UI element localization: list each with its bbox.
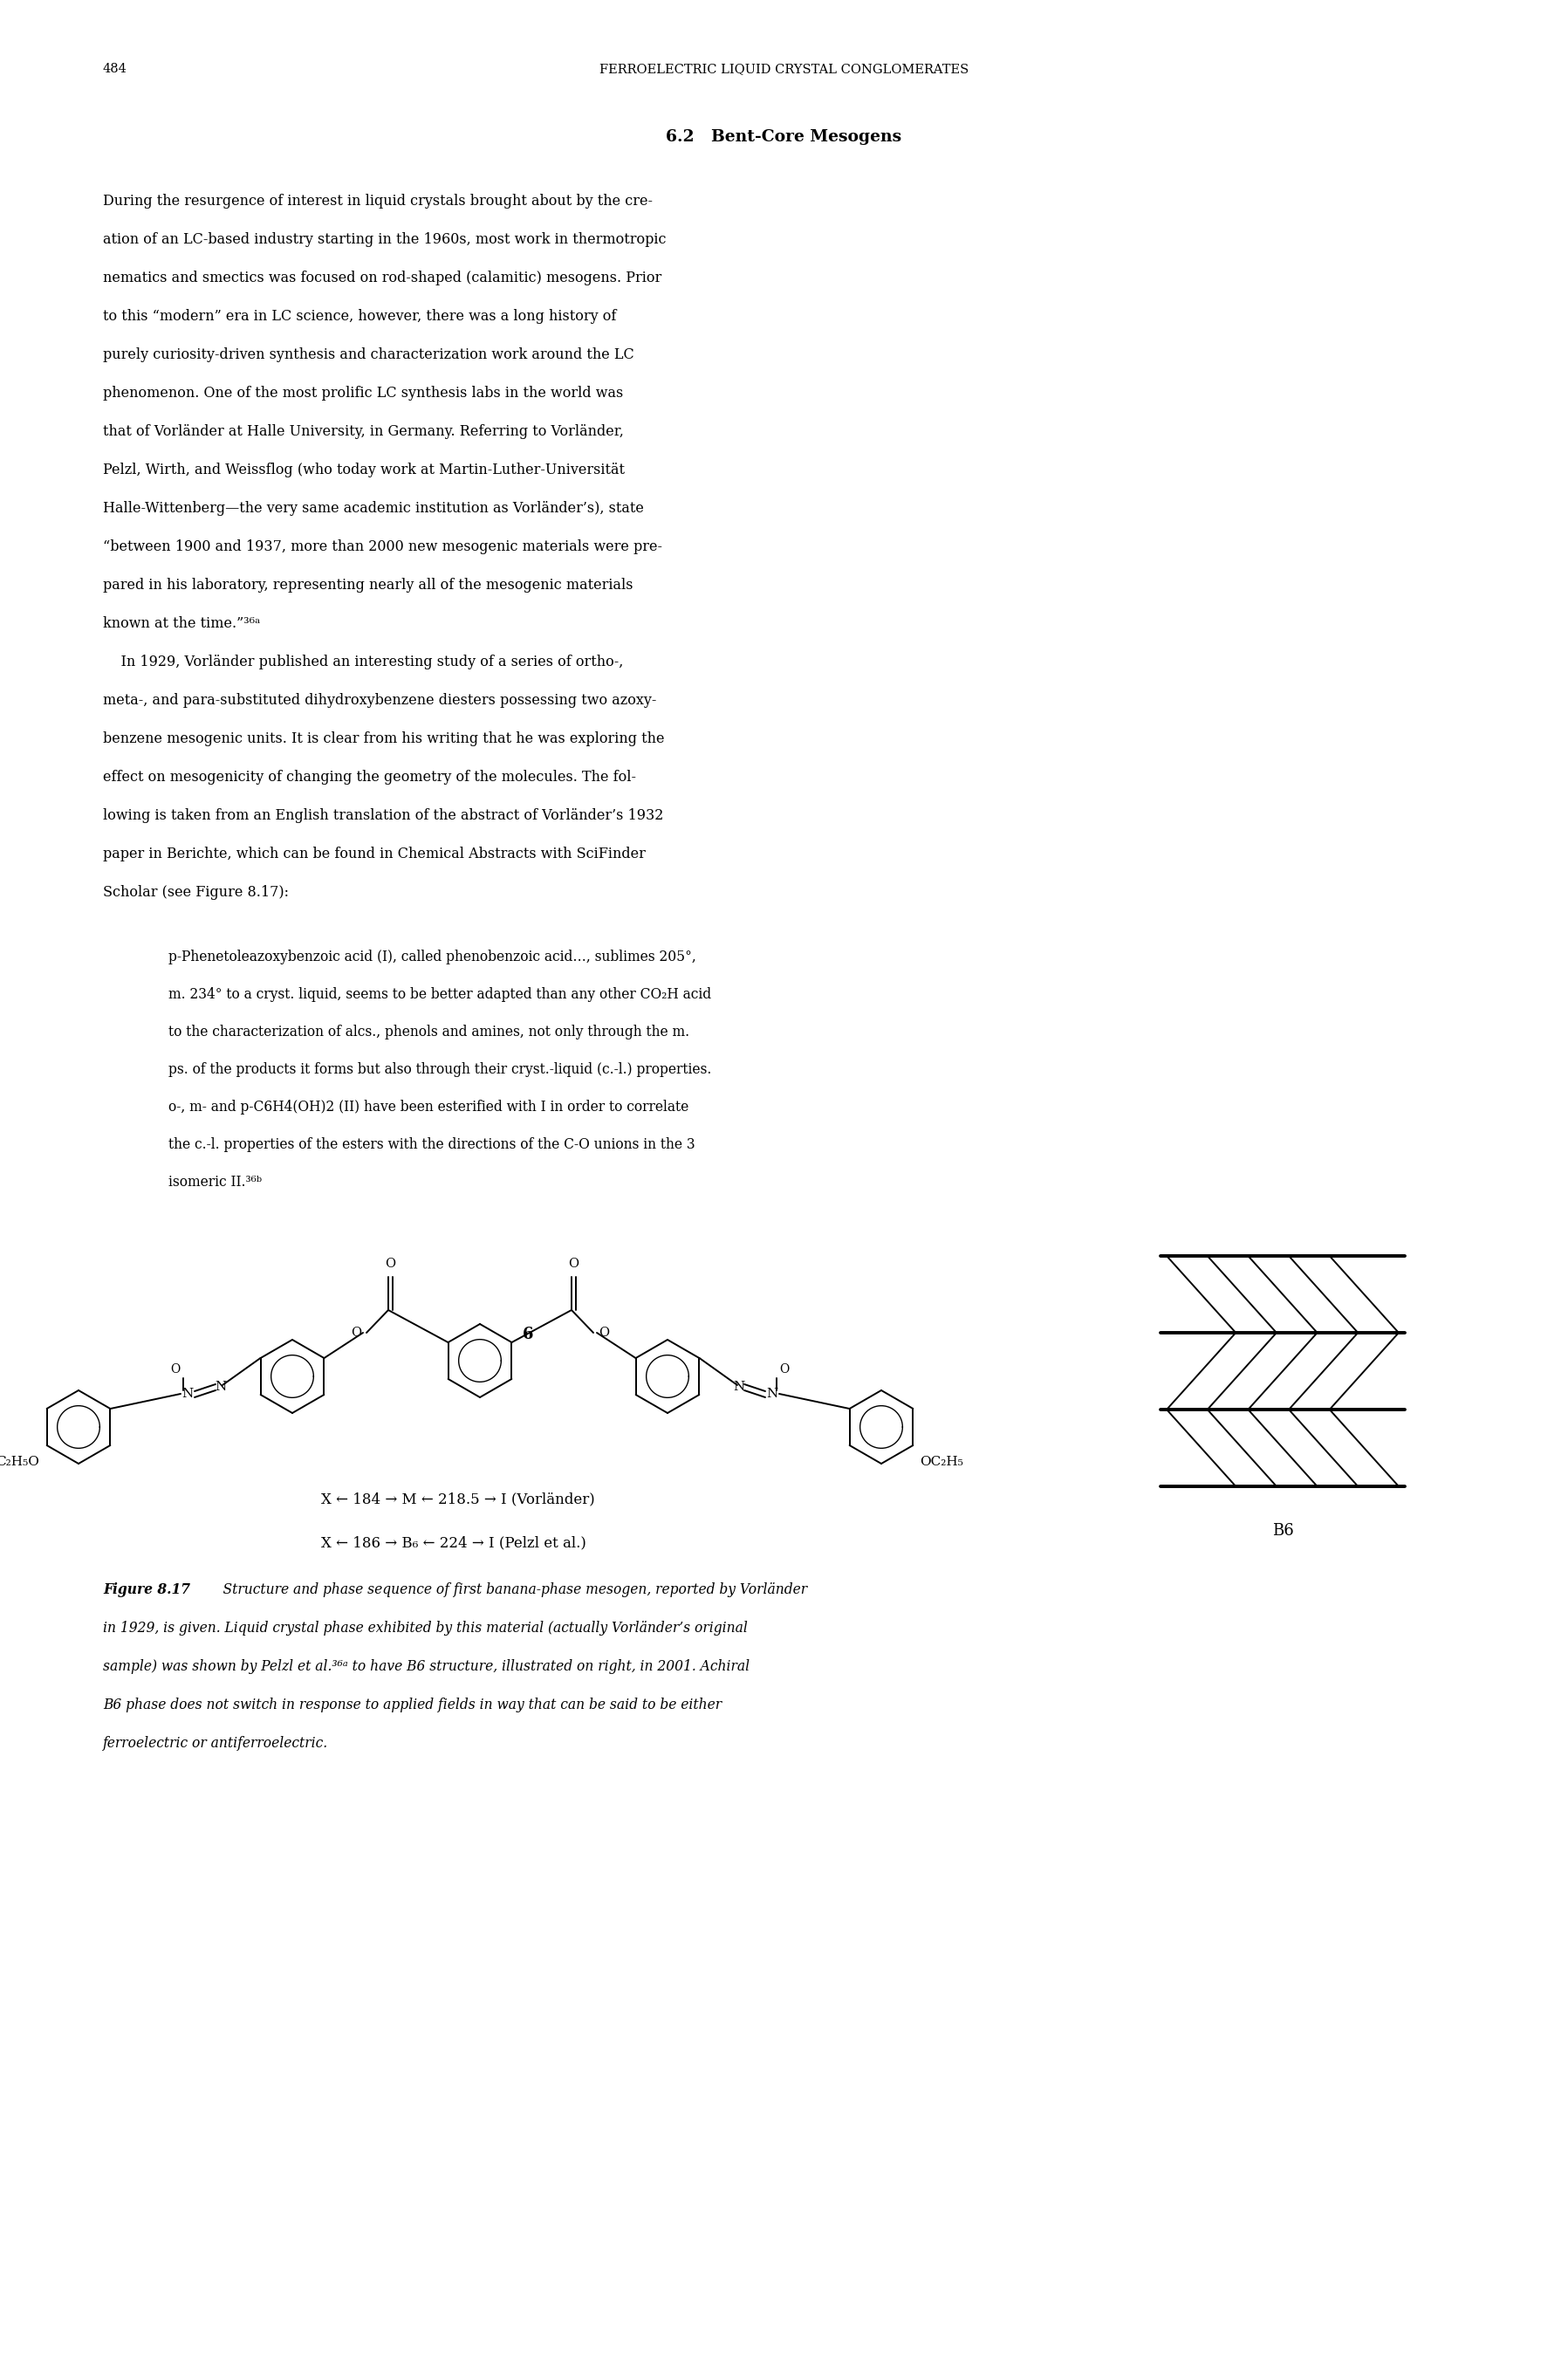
Text: X ← 184 → M ← 218.5 → I (Vorländer): X ← 184 → M ← 218.5 → I (Vorländer) <box>321 1492 594 1506</box>
Text: o-, m- and p-C6H4(OH)2 (II) have been esterified with I in order to correlate: o-, m- and p-C6H4(OH)2 (II) have been es… <box>168 1100 688 1114</box>
Text: phenomenon. One of the most prolific LC synthesis labs in the world was: phenomenon. One of the most prolific LC … <box>103 385 622 401</box>
Text: ation of an LC-based industry starting in the 1960s, most work in thermotropic: ation of an LC-based industry starting i… <box>103 231 666 248</box>
Text: Halle-Wittenberg—the very same academic institution as Vorländer’s), state: Halle-Wittenberg—the very same academic … <box>103 500 644 517</box>
Text: ferroelectric or antiferroelectric.: ferroelectric or antiferroelectric. <box>103 1737 328 1751</box>
Text: During the resurgence of interest in liquid crystals brought about by the cre-: During the resurgence of interest in liq… <box>103 194 652 208</box>
Text: “between 1900 and 1937, more than 2000 new mesogenic materials were pre-: “between 1900 and 1937, more than 2000 n… <box>103 540 662 555</box>
Text: B6: B6 <box>1272 1522 1294 1539</box>
Text: Pelzl, Wirth, and Weissflog (who today work at Martin-Luther-Universität: Pelzl, Wirth, and Weissflog (who today w… <box>103 463 624 477</box>
Text: 6.2   Bent-Core Mesogens: 6.2 Bent-Core Mesogens <box>666 130 902 144</box>
Text: N: N <box>215 1381 226 1392</box>
Text: Scholar (see Figure 8.17):: Scholar (see Figure 8.17): <box>103 885 289 899</box>
Text: effect on mesogenicity of changing the geometry of the molecules. The fol-: effect on mesogenicity of changing the g… <box>103 769 637 784</box>
Text: paper in Berichte, which can be found in Chemical Abstracts with SciFinder: paper in Berichte, which can be found in… <box>103 847 646 861</box>
Text: N: N <box>767 1388 778 1399</box>
Text: O: O <box>568 1258 579 1270</box>
Text: Figure 8.17: Figure 8.17 <box>103 1581 190 1598</box>
Text: sample) was shown by Pelzl et al.³⁶ᵃ to have B6 structure, illustrated on right,: sample) was shown by Pelzl et al.³⁶ᵃ to … <box>103 1659 750 1673</box>
Text: O: O <box>171 1364 180 1376</box>
Text: O: O <box>384 1258 395 1270</box>
Text: 484: 484 <box>103 64 127 76</box>
Text: FERROELECTRIC LIQUID CRYSTAL CONGLOMERATES: FERROELECTRIC LIQUID CRYSTAL CONGLOMERAT… <box>599 64 969 76</box>
Text: N: N <box>734 1381 745 1392</box>
Text: in 1929, is given. Liquid crystal phase exhibited by this material (actually Vor: in 1929, is given. Liquid crystal phase … <box>103 1621 748 1635</box>
Text: to the characterization of alcs., phenols and amines, not only through the m.: to the characterization of alcs., phenol… <box>168 1024 690 1038</box>
Text: pared in his laboratory, representing nearly all of the mesogenic materials: pared in his laboratory, representing ne… <box>103 578 633 592</box>
Text: C₂H₅O: C₂H₅O <box>0 1456 39 1468</box>
Text: purely curiosity-driven synthesis and characterization work around the LC: purely curiosity-driven synthesis and ch… <box>103 347 633 361</box>
Text: isomeric II.³⁶ᵇ: isomeric II.³⁶ᵇ <box>168 1175 262 1189</box>
Text: that of Vorländer at Halle University, in Germany. Referring to Vorländer,: that of Vorländer at Halle University, i… <box>103 425 624 439</box>
Text: X ← 186 → B₆ ← 224 → I (Pelzl et al.): X ← 186 → B₆ ← 224 → I (Pelzl et al.) <box>321 1536 586 1551</box>
Text: B6 phase does not switch in response to applied fields in way that can be said t: B6 phase does not switch in response to … <box>103 1697 721 1713</box>
Text: 6: 6 <box>522 1326 533 1343</box>
Text: the c.-l. properties of the esters with the directions of the C-O unions in the : the c.-l. properties of the esters with … <box>168 1138 695 1152</box>
Text: p-Phenetoleazoxybenzoic acid (I), called phenobenzoic acid…, sublimes 205°,: p-Phenetoleazoxybenzoic acid (I), called… <box>168 949 696 965</box>
Text: O: O <box>599 1326 608 1338</box>
Text: known at the time.”³⁶ᵃ: known at the time.”³⁶ᵃ <box>103 616 260 630</box>
Text: nematics and smectics was focused on rod-shaped (calamitic) mesogens. Prior: nematics and smectics was focused on rod… <box>103 271 662 286</box>
Text: to this “modern” era in LC science, however, there was a long history of: to this “modern” era in LC science, howe… <box>103 309 616 323</box>
Text: lowing is taken from an English translation of the abstract of Vorländer’s 1932: lowing is taken from an English translat… <box>103 807 663 824</box>
Text: OC₂H₅: OC₂H₅ <box>920 1456 964 1468</box>
Text: O: O <box>351 1326 361 1338</box>
Text: N: N <box>182 1388 193 1399</box>
Text: Structure and phase sequence of first banana-phase mesogen, reported by Vorlände: Structure and phase sequence of first ba… <box>205 1581 808 1598</box>
Text: ps. of the products it forms but also through their cryst.-liquid (c.-l.) proper: ps. of the products it forms but also th… <box>168 1062 712 1076</box>
Text: meta-, and para-substituted dihydroxybenzene diesters possessing two azoxy-: meta-, and para-substituted dihydroxyben… <box>103 694 657 708</box>
Text: benzene mesogenic units. It is clear from his writing that he was exploring the: benzene mesogenic units. It is clear fro… <box>103 732 665 746</box>
Text: m. 234° to a cryst. liquid, seems to be better adapted than any other CO₂H acid: m. 234° to a cryst. liquid, seems to be … <box>168 986 712 1003</box>
Text: O: O <box>779 1364 789 1376</box>
Text: In 1929, Vorländer published an interesting study of a series of ortho-,: In 1929, Vorländer published an interest… <box>103 654 624 670</box>
